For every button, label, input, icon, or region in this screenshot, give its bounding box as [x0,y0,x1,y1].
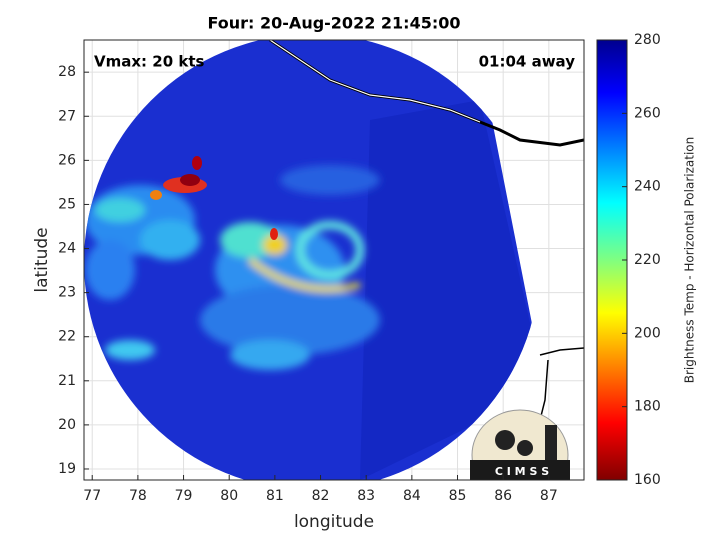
y-tick-label: 27 [58,108,76,124]
plot-frame [83,39,585,481]
colorbar-tick-label: 260 [634,105,661,121]
y-tick-label: 20 [58,417,76,433]
colorbar-tick-label: 200 [634,325,661,341]
y-tick-label: 25 [58,196,76,212]
x-tick-label: 86 [494,488,512,504]
x-tick-label: 82 [312,488,330,504]
colorbar-tick-label: 220 [634,252,661,268]
y-tick-label: 23 [58,285,76,301]
logo-text: C I M S S [495,465,549,478]
y-tick-label: 22 [58,329,76,345]
x-tick-label: 83 [357,488,375,504]
logo: C I M S S [470,409,570,480]
x-tick-label: 79 [175,488,193,504]
annotation: 01:04 away [479,53,576,71]
colorbar-tick-label: 280 [634,32,661,48]
x-axis-label: longitude [294,512,374,532]
x-tick-label: 84 [403,488,421,504]
y-tick-label: 21 [58,373,76,389]
y-tick-label: 26 [58,152,76,168]
colorbar-tick-label: 180 [634,399,661,415]
satellite-image: C I M S S [84,40,584,480]
x-tick-label: 85 [449,488,467,504]
y-tick-label: 28 [58,64,76,80]
chart-title: Four: 20-Aug-2022 21:45:00 [208,14,461,33]
y-tick-label: 19 [58,461,76,477]
x-tick-label: 81 [266,488,284,504]
colorbar-tick-label: 160 [634,472,661,488]
x-tick-label: 87 [540,488,558,504]
colorbar-tick-label: 240 [634,179,661,195]
x-tick-label: 78 [129,488,147,504]
annotation: Vmax: 20 kts [94,53,204,71]
x-tick-label: 80 [220,488,238,504]
x-tick-label: 77 [83,488,101,504]
y-axis-label: latitude [32,227,52,292]
y-tick-label: 24 [58,241,76,257]
colorbar-label: Brightness Temp - Horizontal Polarizatio… [683,137,697,384]
